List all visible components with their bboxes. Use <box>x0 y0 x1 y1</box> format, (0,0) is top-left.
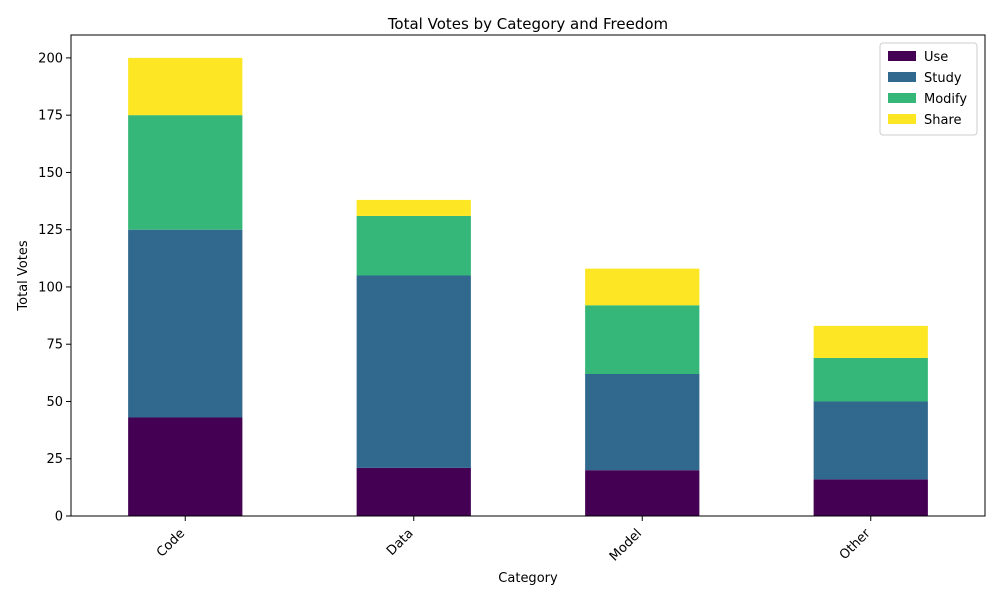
y-axis: 0 25 50 75 100 125 150 175 200 <box>38 51 71 525</box>
bar-data-modify <box>356 215 471 276</box>
bar-other-study <box>813 401 928 480</box>
y-tick-label: 175 <box>38 109 63 124</box>
legend-label-modify: Modify <box>924 92 967 107</box>
bar-code-share <box>128 57 243 116</box>
legend-label-study: Study <box>924 71 962 86</box>
bar-data-use <box>356 467 471 516</box>
x-tick-label: Model <box>607 526 645 564</box>
x-tick-label: Code <box>154 526 188 560</box>
x-tick-label: Data <box>384 526 417 559</box>
y-tick-label: 25 <box>46 452 63 467</box>
bar-model-use <box>585 470 700 516</box>
legend-swatch-study <box>888 72 916 82</box>
legend-label-share: Share <box>924 113 962 128</box>
y-tick-label: 75 <box>46 338 63 353</box>
y-tick-label: 200 <box>38 51 63 66</box>
x-tick-label: Other <box>837 526 874 563</box>
legend-label-use: Use <box>924 50 948 65</box>
y-tick-label: 150 <box>38 166 63 181</box>
x-axis-title: Category <box>498 571 558 586</box>
x-axis: Code Data Model Other <box>154 516 874 564</box>
legend: Use Study Modify Share <box>879 42 978 136</box>
legend-swatch-share <box>888 114 916 124</box>
bar-code-modify <box>128 115 243 230</box>
bars-layer <box>128 57 928 516</box>
bar-code-use <box>128 417 243 516</box>
y-tick-label: 125 <box>38 223 63 238</box>
bar-other-share <box>813 325 928 358</box>
bar-model-modify <box>585 305 700 374</box>
bar-data-study <box>356 275 471 468</box>
legend-swatch-modify <box>888 93 916 103</box>
y-tick-label: 50 <box>46 395 63 410</box>
bar-model-share <box>585 268 700 306</box>
plot-frame <box>70 34 986 517</box>
chart-title: Total Votes by Category and Freedom <box>387 15 668 33</box>
y-tick-label: 0 <box>55 510 63 525</box>
y-axis-title: Total Votes <box>16 240 31 311</box>
bar-code-study <box>128 229 243 418</box>
y-tick-label: 100 <box>38 280 63 295</box>
bar-data-share <box>356 199 471 216</box>
bar-other-use <box>813 479 928 516</box>
bar-model-study <box>585 373 700 471</box>
legend-box <box>879 42 978 136</box>
bar-other-modify <box>813 357 928 402</box>
legend-swatch-use <box>888 51 916 61</box>
